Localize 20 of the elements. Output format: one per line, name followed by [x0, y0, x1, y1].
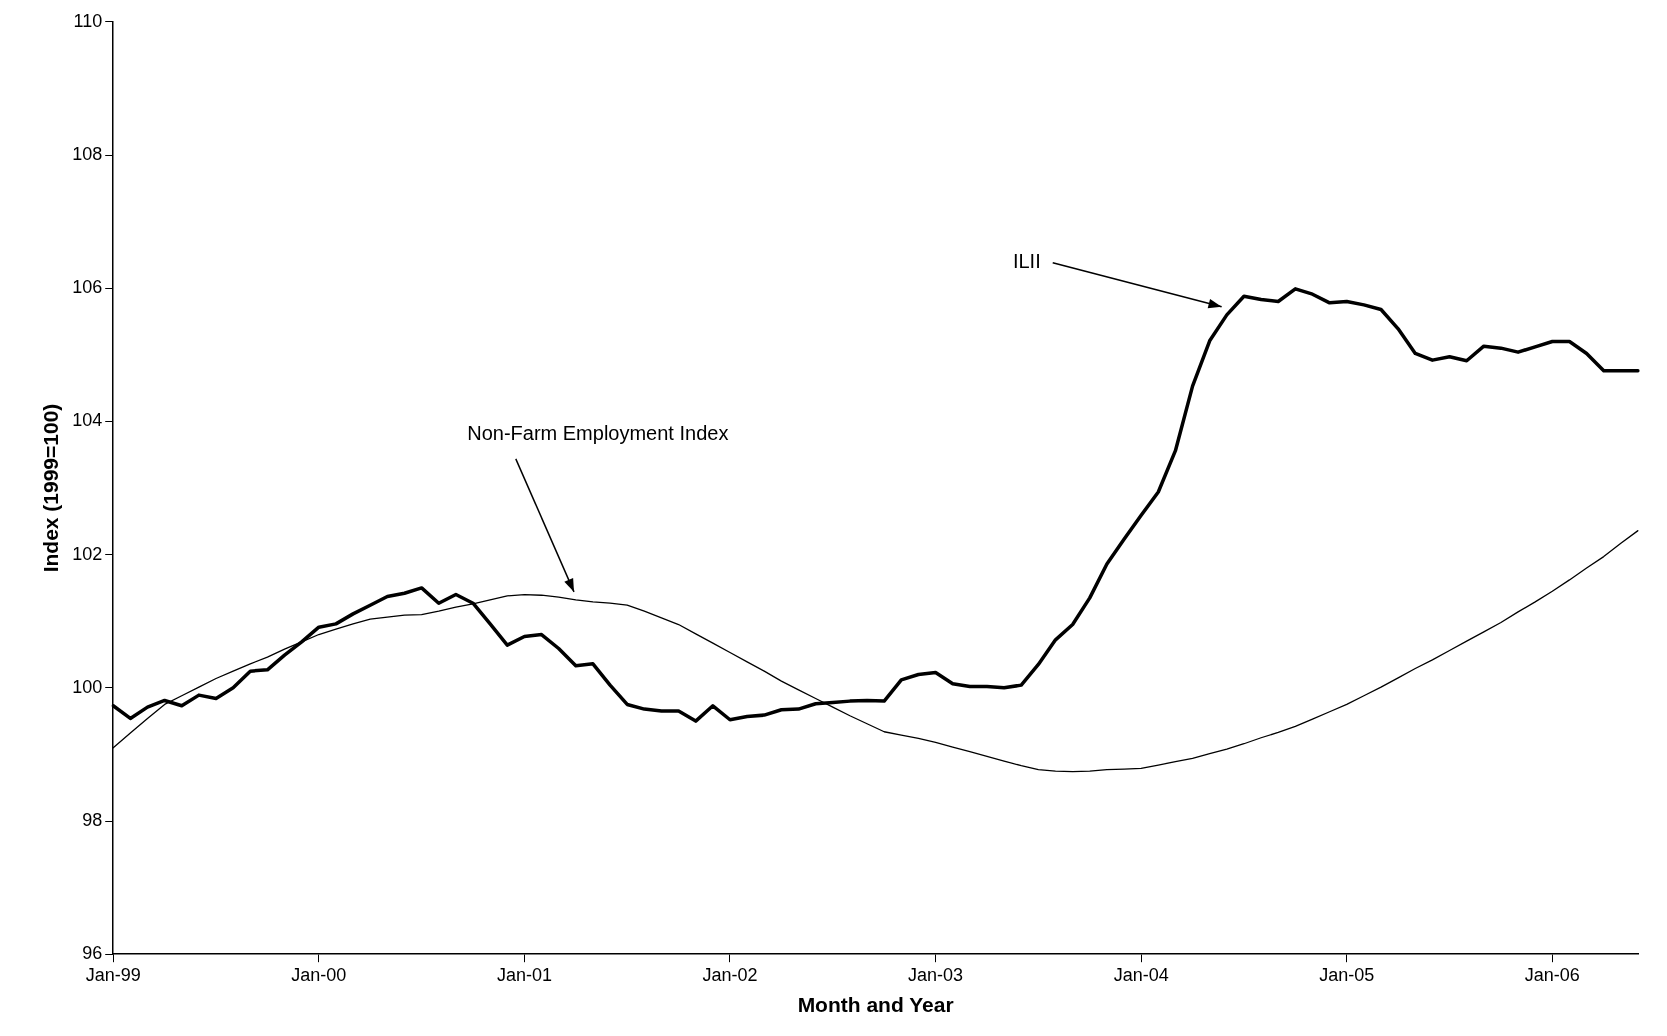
x-tick-label: Jan-05: [1319, 964, 1375, 985]
text: ILII: [1012, 250, 1041, 273]
y-tick-label: 106: [72, 277, 103, 298]
text: Non-Farm Employment Index: [467, 422, 729, 445]
x-tick-label: Jan-02: [702, 964, 758, 985]
y-tick-label: 104: [72, 410, 103, 431]
y-tick-label: 96: [82, 943, 103, 964]
y-tick-label: 98: [82, 809, 103, 830]
y-axis-title: Index (1999=100): [39, 403, 63, 573]
x-axis-title: Month and Year: [797, 993, 954, 1017]
y-tick-label: 110: [73, 10, 103, 31]
x-tick-label: Jan-99: [85, 964, 141, 985]
x-tick-label: Jan-00: [291, 964, 347, 985]
x-tick-label: Jan-04: [1113, 964, 1169, 985]
x-tick-label: Jan-06: [1524, 964, 1580, 985]
x-tick-label: Jan-03: [908, 964, 964, 985]
x-tick-label: Jan-01: [496, 964, 552, 985]
y-tick-label: 100: [72, 676, 103, 697]
y-tick-label: 108: [72, 143, 103, 164]
y-tick-label: 102: [72, 543, 103, 564]
